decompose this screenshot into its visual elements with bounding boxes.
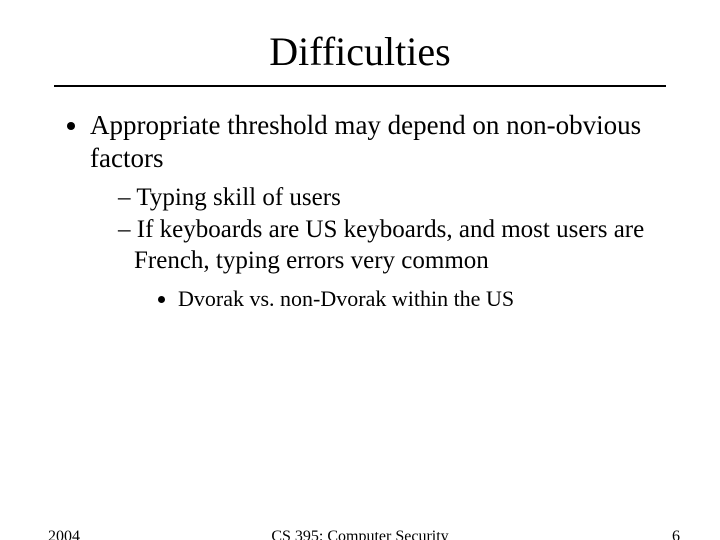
slide-body: Appropriate threshold may depend on non-… — [60, 109, 660, 313]
slide-footer: 2004 CS 395: Computer Security 6 — [0, 528, 720, 540]
footer-page-number: 6 — [672, 528, 680, 540]
list-item: Typing skill of users — [118, 183, 660, 214]
title-rule — [54, 85, 666, 87]
slide: Difficulties Appropriate threshold may d… — [0, 28, 720, 540]
bullet-list-level1: Appropriate threshold may depend on non-… — [60, 109, 660, 313]
list-item: Dvorak vs. non-Dvorak within the US — [178, 286, 660, 313]
bullet-text: Dvorak vs. non-Dvorak within the US — [178, 286, 514, 311]
footer-year: 2004 — [48, 528, 80, 540]
slide-title: Difficulties — [0, 28, 720, 75]
list-item: Appropriate threshold may depend on non-… — [90, 109, 660, 313]
footer-course: CS 395: Computer Security — [0, 528, 720, 540]
bullet-text: Typing skill of users — [136, 184, 341, 211]
bullet-text: If keyboards are US keyboards, and most … — [134, 216, 644, 274]
bullet-list-level2: Typing skill of users If keyboards are U… — [90, 183, 660, 313]
bullet-list-level3: Dvorak vs. non-Dvorak within the US — [134, 286, 660, 313]
list-item: If keyboards are US keyboards, and most … — [118, 215, 660, 313]
bullet-text: Appropriate threshold may depend on non-… — [90, 110, 641, 173]
